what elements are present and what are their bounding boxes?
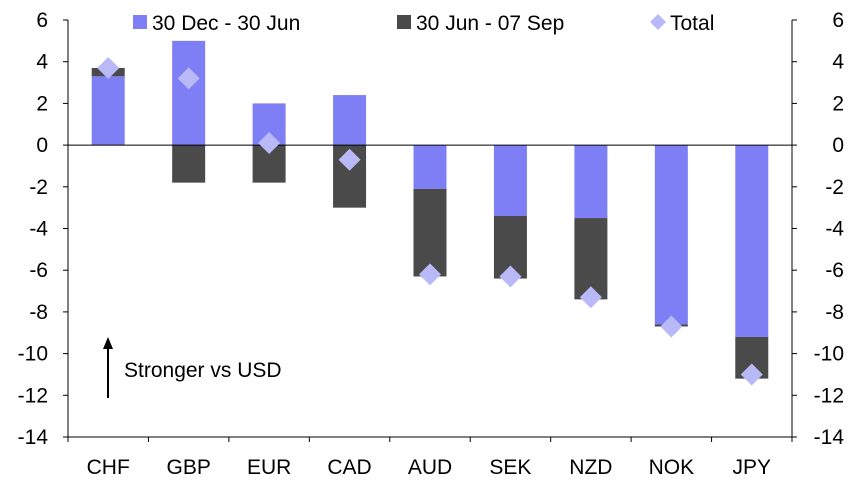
y-tick-label-left: 4 — [36, 51, 48, 74]
y-tick-label-left: -12 — [18, 384, 48, 407]
bar-nok-series-1 — [654, 145, 688, 325]
total-marker-chf — [97, 56, 120, 79]
bar-nzd-series-1 — [574, 145, 608, 219]
total-marker-cad — [338, 148, 361, 171]
bar-jpy-series-1 — [735, 145, 769, 337]
total-marker-nzd — [579, 286, 602, 309]
y-tick-label-right: -10 — [814, 343, 844, 366]
y-tick-label-left: -6 — [29, 259, 48, 282]
total-marker-eur — [258, 132, 281, 155]
y-tick-label-left: -10 — [18, 343, 48, 366]
y-tick-label-right: 4 — [832, 51, 844, 74]
x-tick-label-cad: CAD — [327, 456, 371, 479]
total-marker-gbp — [177, 67, 200, 90]
annotation: Stronger vs USD — [103, 337, 282, 398]
x-tick-label-chf: CHF — [87, 456, 130, 479]
bar-chf-series-1 — [91, 76, 125, 146]
total-marker-sek — [499, 265, 522, 288]
total-marker-aud — [419, 263, 441, 286]
legend-label: 30 Jun - 07 Sep — [416, 12, 564, 35]
legend-label: Total — [670, 12, 714, 35]
y-tick-label-right: 2 — [832, 92, 844, 115]
total-markers-layer — [97, 56, 763, 386]
x-tick-label-nzd: NZD — [569, 456, 612, 479]
bar-nzd-series-2 — [574, 218, 608, 300]
x-tick-label-aud: AUD — [408, 456, 452, 479]
y-tick-label-left: -8 — [29, 301, 48, 324]
y-tick-label-right: -12 — [814, 384, 844, 407]
y-tick-label-left: -4 — [29, 218, 48, 241]
bar-gbp-series-1 — [172, 40, 206, 146]
legend-item-1: 30 Dec - 30 Jun — [133, 12, 300, 35]
x-tick-label-sek: SEK — [489, 456, 531, 479]
y-tick-label-right: 0 — [832, 134, 844, 157]
x-tick-label-nok: NOK — [649, 456, 695, 479]
up-arrow-icon — [103, 337, 113, 349]
x-tick-label-jpy: JPY — [733, 456, 772, 479]
x-tick-label-gbp: GBP — [166, 456, 210, 479]
y-tick-label-left: -14 — [18, 426, 49, 449]
legend-item-2: 30 Jun - 07 Sep — [397, 12, 564, 35]
legend: 30 Dec - 30 Jun 30 Jun - 07 Sep Total — [133, 12, 714, 35]
y-tick-label-left: 6 — [36, 9, 48, 32]
total-marker-nok — [660, 315, 683, 338]
legend-item-3: Total — [650, 12, 714, 35]
y-tick-label-left: -2 — [29, 176, 48, 199]
legend-swatch — [133, 15, 147, 29]
legend-swatch-diamond — [650, 14, 666, 30]
y-tick-label-right: 6 — [832, 9, 844, 32]
legend-label: 30 Dec - 30 Jun — [152, 12, 300, 35]
y-tick-label-right: -14 — [814, 426, 845, 449]
bar-aud-series-2 — [413, 188, 447, 277]
y-tick-label-right: -4 — [825, 218, 844, 241]
legend-swatch — [397, 15, 411, 29]
axes-layer — [63, 19, 797, 442]
bar-aud-series-1 — [413, 145, 447, 189]
total-marker-jpy — [740, 363, 763, 386]
x-tick-label-eur: EUR — [247, 456, 291, 479]
bar-sek-series-1 — [493, 145, 527, 216]
bar-gbp-series-2 — [172, 145, 206, 183]
y-tick-label-right: -6 — [825, 259, 844, 282]
y-tick-label-left: 2 — [36, 92, 48, 115]
y-tick-label-right: -8 — [825, 301, 844, 324]
tick-labels-layer: 6 6 4 4 2 2 0 0 -2 -2 -4 -4 -6 -6 -8 -8 -10 -10 -12 -12 -14 -… — [18, 9, 845, 479]
annotation-text: Stronger vs USD — [124, 359, 282, 382]
bar-cad-series-1 — [333, 95, 367, 146]
y-tick-label-right: -2 — [825, 176, 844, 199]
y-tick-label-left: 0 — [36, 134, 48, 157]
